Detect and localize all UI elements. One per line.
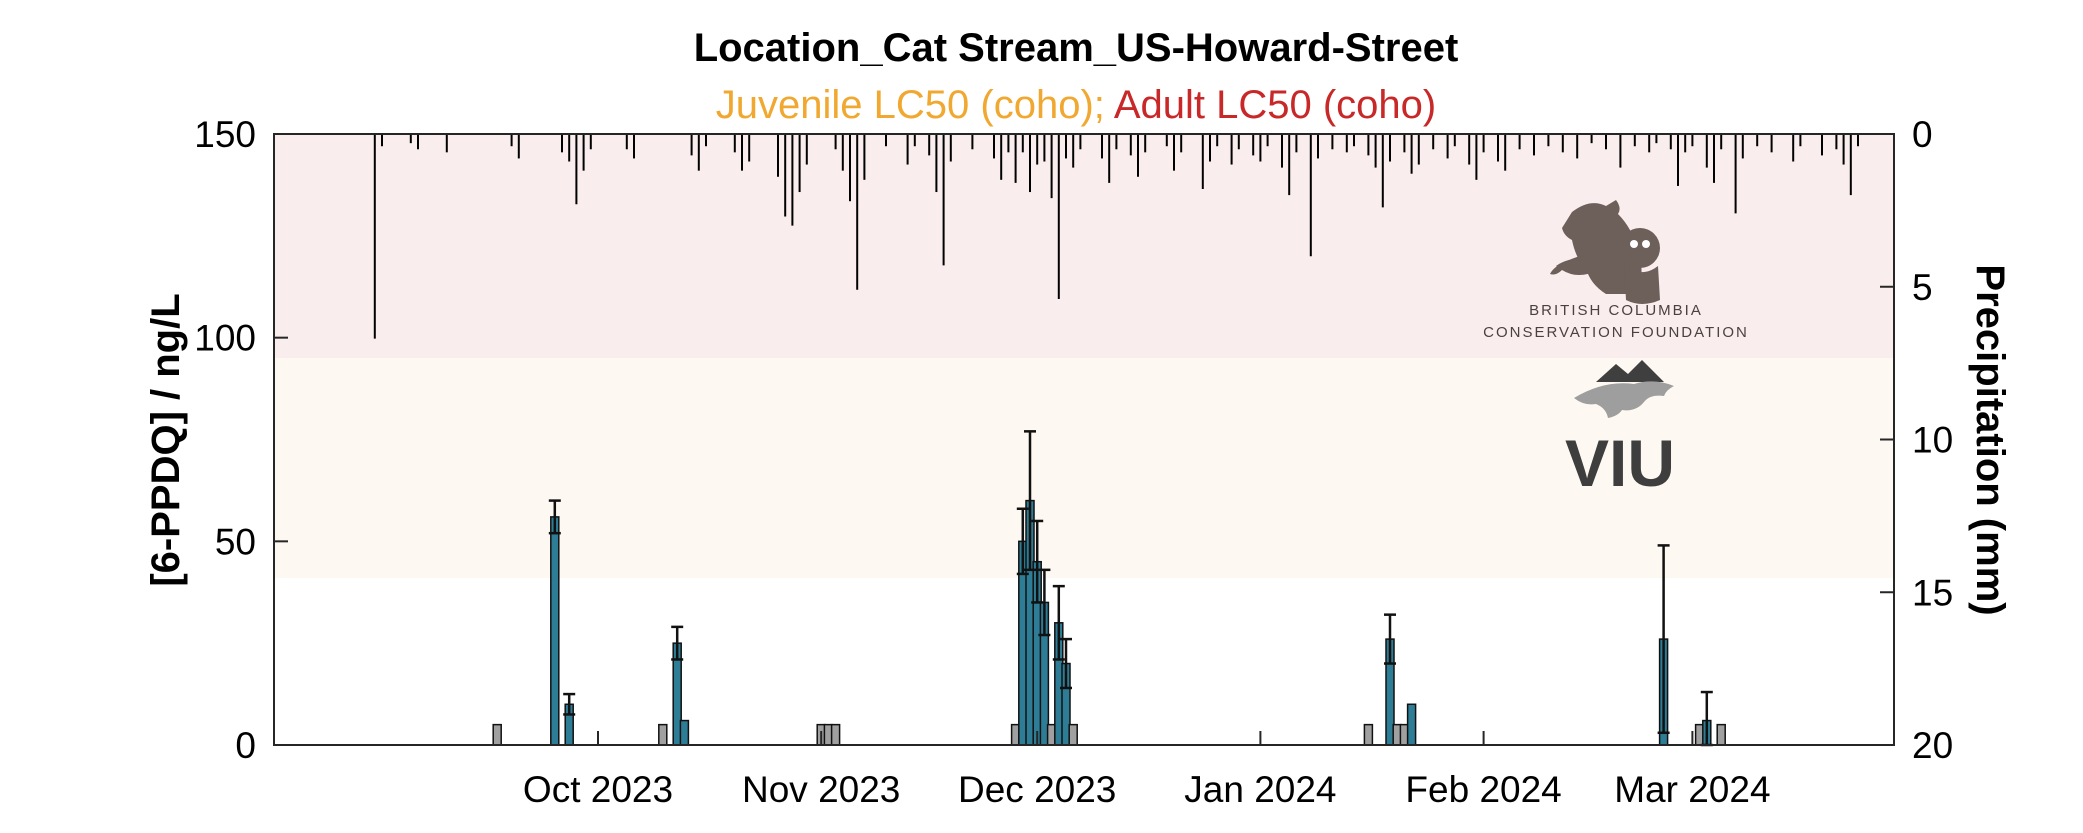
x-tick-label-5: Mar 2024	[1614, 769, 1770, 810]
viu-wordmark: VIU	[1565, 426, 1675, 500]
y2-tick-label-0: 0	[1912, 114, 1933, 155]
precipitation-series	[373, 134, 1859, 339]
bear-salmon-icon	[1550, 200, 1660, 304]
y-tick-label-3: 150	[194, 114, 256, 155]
y2-tick-label-2: 10	[1912, 420, 1953, 461]
left-y-axis: 0 50 100 150	[194, 114, 288, 766]
concentration-bar-8	[830, 723, 841, 746]
mountain-leaf-icon	[1574, 360, 1674, 418]
subtitle-part-2: Adult LC50 (coho)	[1114, 83, 1436, 127]
concentration-bar-26	[1716, 723, 1726, 746]
x-tick-label-0: Oct 2023	[523, 769, 673, 810]
right-y-axis: 0 5 10 15 20	[1880, 114, 1953, 766]
concentration-bar-3	[658, 723, 668, 746]
bccf-logo: BRITISH COLUMBIA CONSERVATION FOUNDATION	[1483, 200, 1749, 341]
concentration-bar-17	[1068, 723, 1078, 746]
y2-axis-label: Precipitation (mm)	[1968, 264, 2012, 615]
bccf-line1: BRITISH COLUMBIA	[1529, 302, 1703, 319]
y-tick-label-1: 50	[215, 521, 256, 562]
x-tick-label-1: Nov 2023	[742, 769, 900, 810]
viu-logo: VIU	[1565, 360, 1675, 500]
concentration-bar-18	[1363, 723, 1374, 746]
y2-tick-label-3: 15	[1912, 572, 1953, 613]
concentration-bar-5	[679, 719, 690, 746]
x-axis: Oct 2023 Nov 2023 Dec 2023 Jan 2024 Feb 2024…	[523, 731, 1771, 810]
y-axis-label: [6-PPDQ] / ng/L	[144, 293, 188, 586]
x-tick-label-3: Jan 2024	[1184, 769, 1336, 810]
subtitle-part-1: ;	[1094, 83, 1114, 127]
concentration-bar-1	[550, 516, 560, 746]
bccf-line2: CONSERVATION FOUNDATION	[1483, 324, 1749, 341]
error-bars	[548, 430, 1713, 747]
subtitle-part-0: Juvenile LC50 (coho)	[716, 83, 1094, 127]
concentration-bar-22	[1406, 703, 1417, 746]
chart-subtitle: Juvenile LC50 (coho); Adult LC50 (coho)	[716, 83, 1436, 127]
y2-tick-label-4: 20	[1912, 725, 1953, 766]
x-tick-label-2: Dec 2023	[958, 769, 1116, 810]
y2-tick-label-1: 5	[1912, 267, 1933, 308]
x-tick-label-4: Feb 2024	[1405, 769, 1561, 810]
chart-title: Location_Cat Stream_US-Howard-Street	[694, 26, 1459, 70]
concentration-bar-0	[492, 723, 502, 746]
threshold-bands	[274, 134, 1894, 578]
y-tick-label-0: 0	[235, 725, 256, 766]
y-tick-label-2: 100	[194, 318, 256, 359]
